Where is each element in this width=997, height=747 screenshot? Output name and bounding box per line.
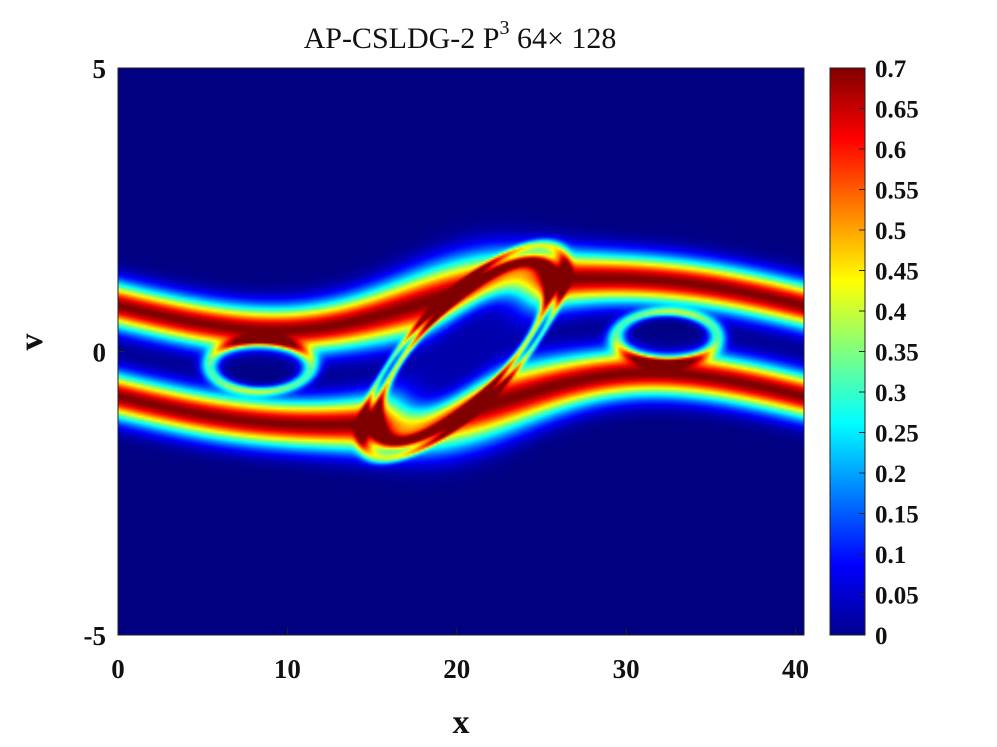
x-tick-label: 30: [613, 654, 640, 684]
heatmap-image: [118, 68, 804, 635]
y-tick-label: -5: [84, 621, 107, 651]
x-tick-label: 20: [443, 654, 470, 684]
colorbar-tick-label: 0.4: [875, 299, 907, 326]
y-tick-label: 5: [93, 54, 107, 84]
colorbar-tick-label: 0.05: [875, 583, 919, 610]
colorbar-tick-label: 0.5: [875, 218, 906, 245]
x-axis-label: x: [453, 704, 470, 741]
y-axis-label: v: [13, 334, 50, 351]
colorbar-tick-label: 0.3: [875, 380, 906, 407]
colorbar-tick-label: 0.7: [875, 56, 906, 83]
colorbar: 0.7 0.65 0.6 0.55 0.5 0.45 0.4 0.35 0.3 0.25 0.2 0.…: [829, 56, 919, 650]
colorbar-tick-label: 0.1: [875, 542, 906, 569]
x-tick-label: 40: [782, 654, 809, 684]
x-tick-label: 10: [274, 654, 301, 684]
colorbar-tick-label: 0: [875, 623, 888, 650]
colorbar-tick-label: 0.6: [875, 137, 906, 164]
x-tick-label: 0: [111, 654, 125, 684]
plot-area: [117, 67, 805, 636]
y-tick-label: 0: [93, 338, 107, 368]
colorbar-tick-label: 0.15: [875, 502, 919, 529]
colorbar-tick-label: 0.45: [875, 259, 919, 286]
y-axis-ticks: 5 0 -5: [84, 54, 125, 651]
chart-title: AP-CSLDG-2 P3 64× 128: [304, 17, 617, 55]
colorbar-tick-label: 0.35: [875, 340, 919, 367]
colorbar-tick-label: 0.55: [875, 178, 919, 205]
colorbar-tick-label: 0.2: [875, 461, 906, 488]
x-axis-ticks: 0 10 20 30 40: [111, 628, 809, 684]
colorbar-tick-label: 0.65: [875, 97, 919, 124]
colorbar-ticks: 0.7 0.65 0.6 0.55 0.5 0.45 0.4 0.35 0.3 0.25 0.2 0.…: [859, 56, 919, 650]
colorbar-tick-label: 0.25: [875, 421, 919, 448]
